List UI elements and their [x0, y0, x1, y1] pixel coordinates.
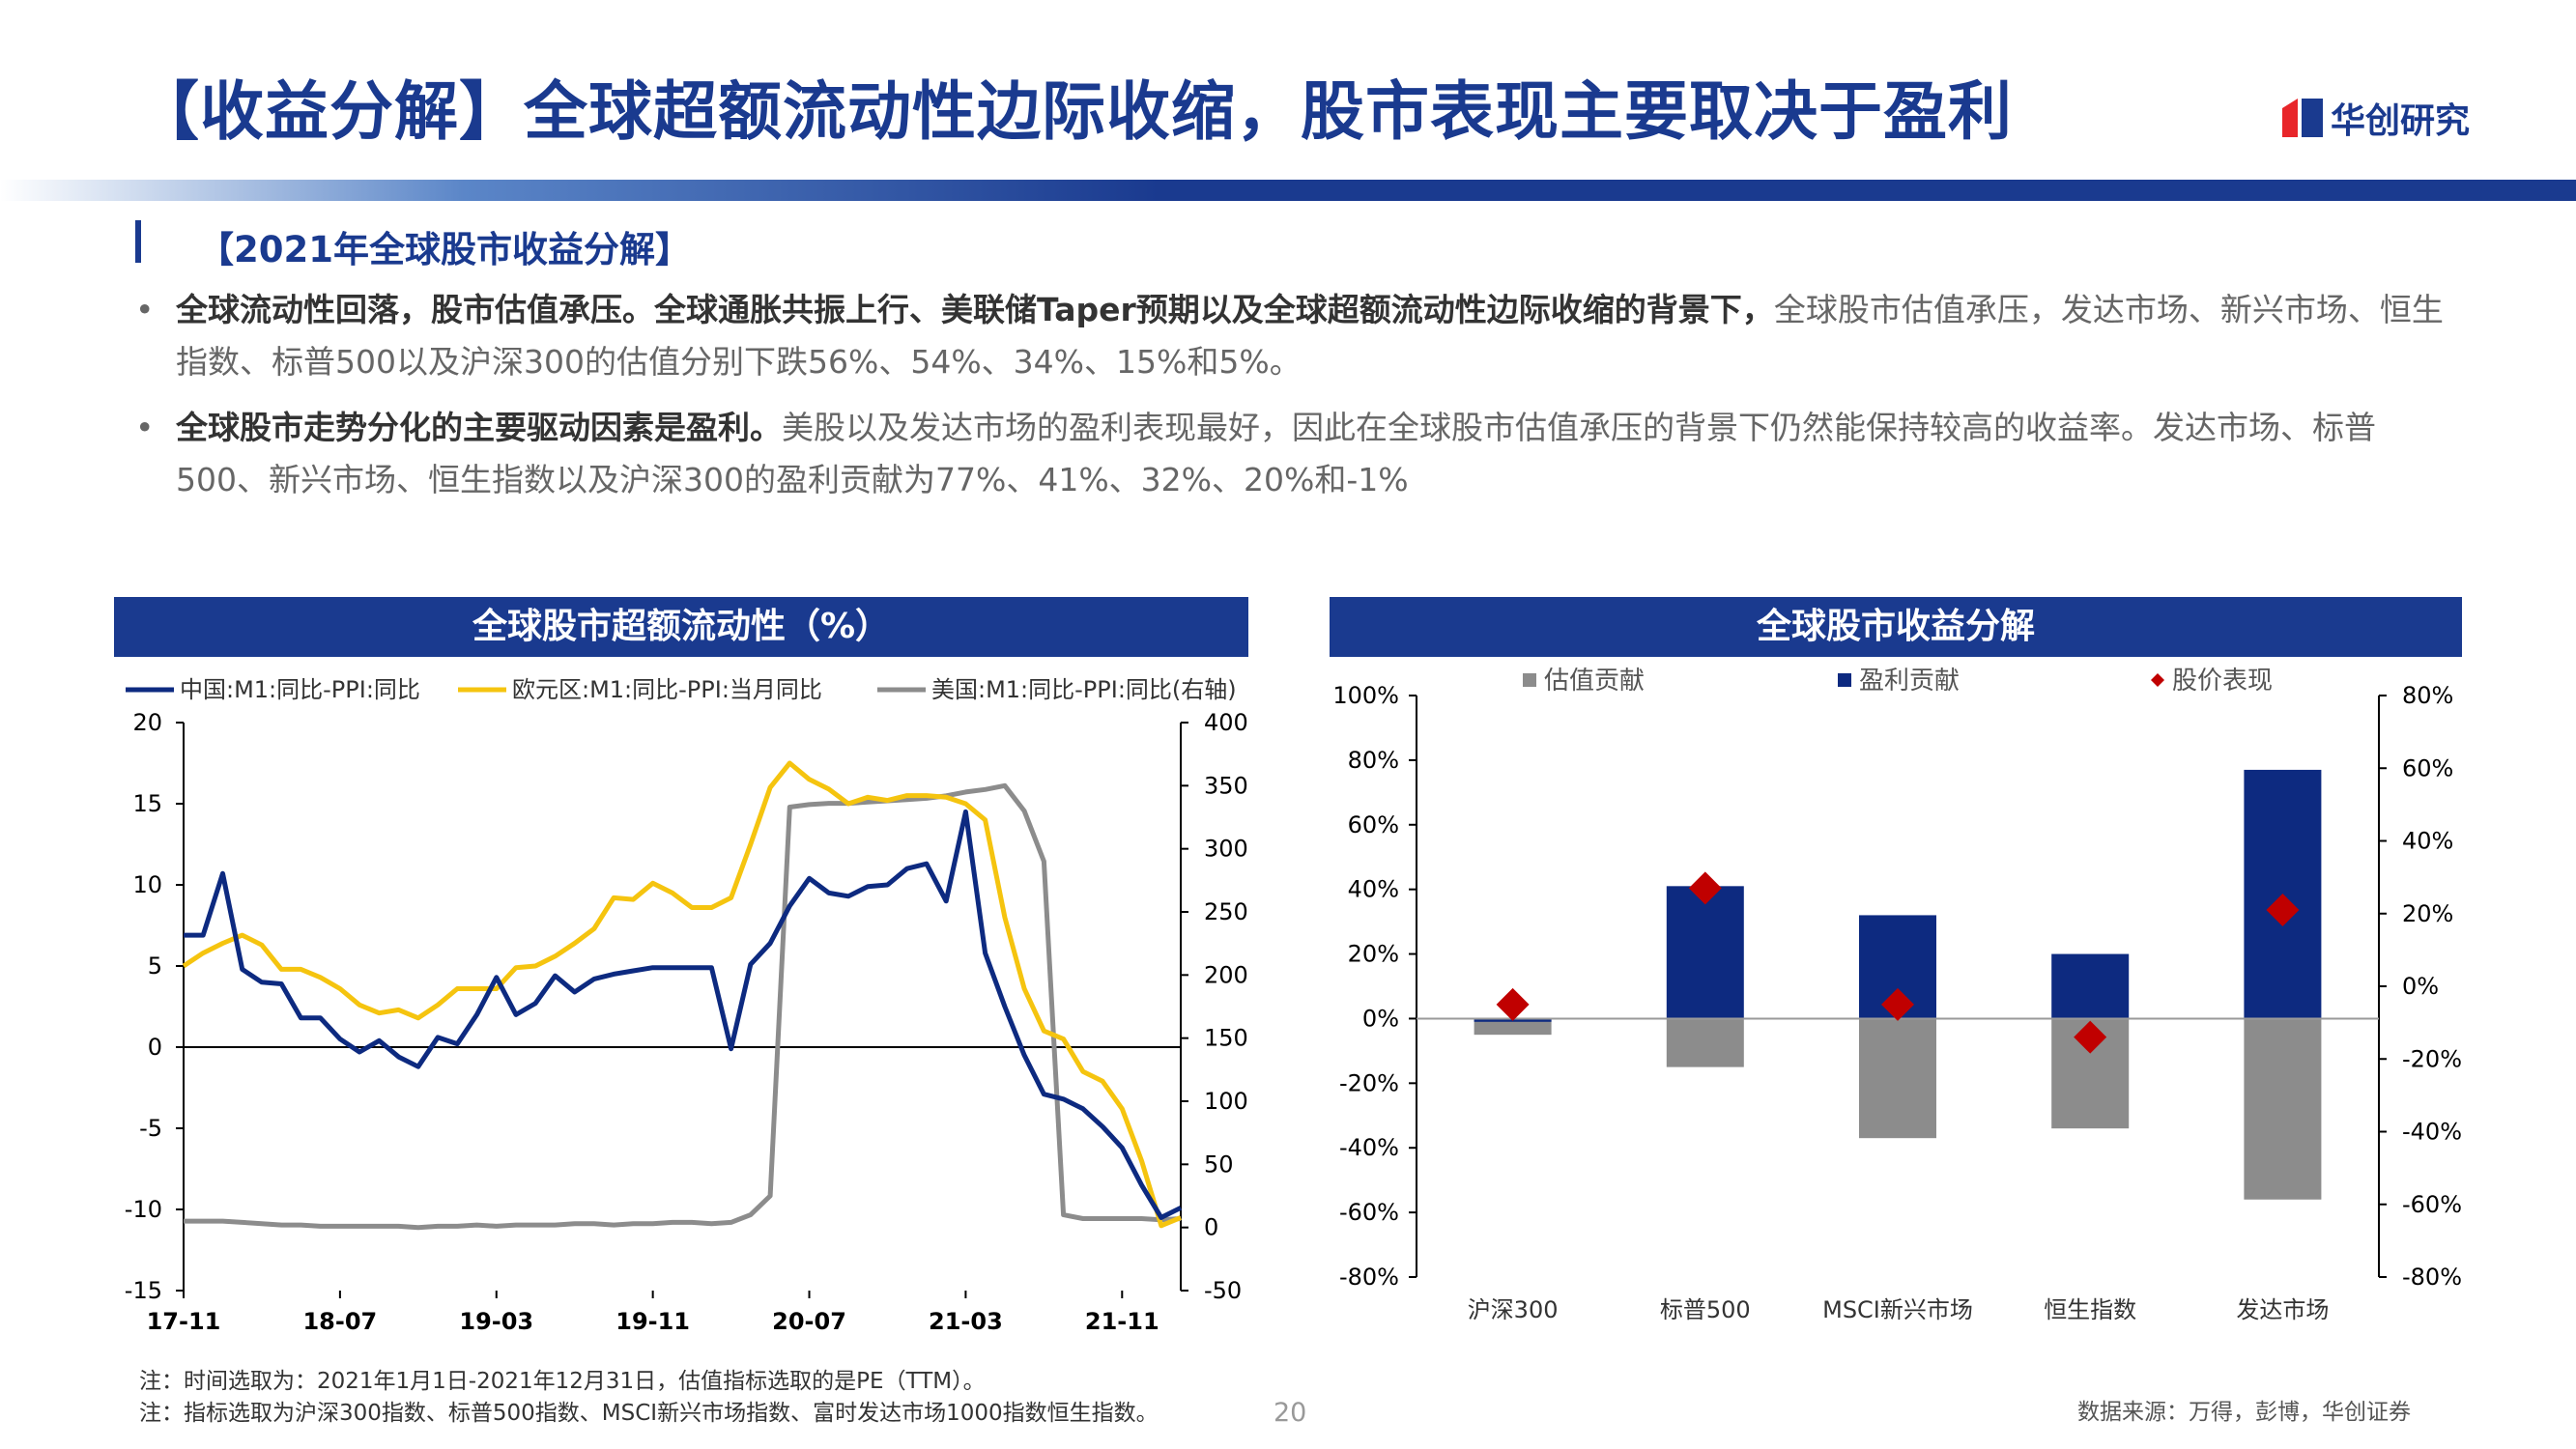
- price-marker: [2074, 1020, 2107, 1054]
- bullet-item: • 全球股市走势分化的主要驱动因素是盈利。美股以及发达市场的盈利表现最好，因此在…: [135, 402, 2454, 506]
- bullet-dot-icon: •: [135, 291, 155, 328]
- x-tick-label: 21-03: [929, 1308, 1003, 1335]
- series-line: [182, 760, 1182, 1229]
- footnote: 注：指标选取为沪深300指数、标普500指数、MSCI新兴市场指数、富时发达市场…: [139, 1401, 1159, 1426]
- data-source: 数据来源：万得，彭博，华创证券: [2077, 1400, 2411, 1425]
- bar-1: [2051, 953, 2130, 1019]
- y-tick-label-right: -50: [1204, 1277, 1242, 1304]
- x-tick-label: 21-11: [1085, 1308, 1159, 1335]
- y-tick-label: -40%: [1339, 1134, 1399, 1161]
- y-tick-label-right: 350: [1204, 772, 1248, 799]
- y-tick-label-right: 300: [1204, 836, 1248, 863]
- bar-0: [1666, 1018, 1744, 1067]
- price-marker: [1688, 871, 1722, 905]
- y-tick-label-right: 20%: [2402, 900, 2453, 927]
- y-tick-label-right: 100: [1204, 1088, 1248, 1115]
- legend-label: 股价表现: [2172, 667, 2273, 696]
- series-line: [184, 809, 1183, 1220]
- y-tick-label: 60%: [1348, 811, 1399, 838]
- y-tick-label: -15: [125, 1277, 162, 1304]
- bullet-text: 全球股市估值承压，发达市场、新兴市场、恒生指数、标普500以及沪深300的估值分…: [176, 291, 2444, 381]
- y-tick-label-right: 40%: [2402, 828, 2453, 855]
- header-divider-bar: [0, 180, 2576, 201]
- y-tick-label: 100%: [1332, 682, 1399, 709]
- price-marker: [1496, 987, 1530, 1021]
- y-tick-label-right: -40%: [2402, 1119, 2462, 1146]
- bullet-text: 美股以及发达市场的盈利表现最好，因此在全球股市估值承压的背景下仍然能保持较高的收…: [176, 409, 2376, 498]
- legend-label: 盈利贡献: [1859, 667, 1960, 696]
- bullet-bold-text: 全球流动性回落，股市估值承压。全球通胀共振上行、美联储Taper预期以及全球超额…: [176, 291, 1774, 328]
- y-tick-label: -20%: [1339, 1069, 1399, 1096]
- bullet-dot-icon: •: [135, 409, 155, 446]
- y-tick-label: 15: [132, 790, 162, 817]
- x-tick-label: 20-07: [772, 1308, 846, 1335]
- bar-0: [1474, 1018, 1552, 1036]
- x-tick-label: 19-11: [615, 1308, 690, 1335]
- y-tick-label: 0%: [1362, 1005, 1399, 1032]
- y-tick-label: -60%: [1339, 1199, 1399, 1226]
- y-tick-label-right: 80%: [2402, 682, 2453, 709]
- y-tick-label: -10: [125, 1196, 162, 1223]
- y-tick-label-right: 200: [1204, 961, 1248, 988]
- y-tick-label-right: 250: [1204, 898, 1248, 925]
- return-decomposition-chart: 估值贡献 盈利贡献 股价表现 100% 80% 60% 40% 20% 0% -20% -40% -…: [1332, 667, 2462, 1323]
- y-tick-label-right: 0%: [2402, 973, 2439, 1000]
- y-tick-label-right: 400: [1204, 709, 1248, 736]
- y-tick-label: 20%: [1348, 941, 1399, 968]
- legend-label: 中国:M1:同比-PPI:同比: [180, 676, 420, 703]
- x-tick-label: 17-11: [147, 1308, 221, 1335]
- y-tick-label: 80%: [1348, 747, 1399, 774]
- right-chart-title: 全球股市收益分解: [1330, 597, 2462, 657]
- category-label: 发达市场: [2236, 1296, 2329, 1323]
- price-marker: [1881, 987, 1914, 1021]
- y-tick-label: 40%: [1348, 876, 1399, 903]
- y-tick-label-right: 0: [1204, 1214, 1218, 1241]
- legend-label: 美国:M1:同比-PPI:同比(右轴): [931, 676, 1237, 703]
- y-tick-label-right: -80%: [2402, 1264, 2462, 1291]
- price-marker: [2266, 893, 2300, 926]
- legend-label: 欧元区:M1:同比-PPI:当月同比: [512, 676, 822, 703]
- footnote: 注：时间选取为：2021年1月1日-2021年12月31日，估值指标选取的是PE…: [139, 1369, 986, 1394]
- brand-logo: 华创研究: [2282, 93, 2470, 143]
- bullet-bold-text: 全球股市走势分化的主要驱动因素是盈利。: [176, 409, 782, 446]
- y-tick-label-right: 150: [1204, 1025, 1248, 1052]
- page-number: 20: [1274, 1398, 1307, 1428]
- section-marker: [135, 220, 141, 263]
- liquidity-line-chart: 20151050-5-10-15400350300250200150100500…: [125, 676, 1248, 1335]
- y-tick-label: 0: [148, 1034, 162, 1061]
- y-tick-label: 5: [148, 952, 162, 980]
- y-tick-label-right: 60%: [2402, 754, 2453, 781]
- y-tick-label: 20: [132, 709, 162, 736]
- y-tick-label-right: -60%: [2402, 1191, 2462, 1218]
- left-chart-title: 全球股市超额流动性（%）: [114, 597, 1248, 657]
- y-tick-label-right: -20%: [2402, 1045, 2462, 1072]
- page-title: 【收益分解】全球超额流动性边际收缩，股市表现主要取决于盈利: [135, 74, 2013, 149]
- y-tick-label: -80%: [1339, 1264, 1399, 1291]
- x-tick-label: 19-03: [459, 1308, 533, 1335]
- y-tick-label: 10: [132, 871, 162, 898]
- legend-label: 估值贡献: [1544, 667, 1645, 696]
- section-title: 【2021年全球股市收益分解】: [198, 229, 691, 270]
- category-label: 标普500: [1660, 1296, 1751, 1323]
- bullet-item: • 全球流动性回落，股市估值承压。全球通胀共振上行、美联储Taper预期以及全球…: [135, 284, 2454, 388]
- category-label: 沪深300: [1468, 1296, 1559, 1323]
- logo-text: 华创研究: [2331, 101, 2471, 141]
- bar-0: [1859, 1018, 1936, 1139]
- logo-mark-icon: [2282, 99, 2323, 137]
- y-tick-label-right: 50: [1204, 1151, 1234, 1178]
- y-tick-label: -5: [139, 1115, 162, 1142]
- category-label: 恒生指数: [2044, 1296, 2136, 1323]
- bar-0: [2244, 1018, 2322, 1200]
- series-line: [184, 782, 1182, 1231]
- bar-1: [1666, 886, 1744, 1019]
- legend-swatch: [1523, 673, 1536, 687]
- category-label: MSCI新兴市场: [1822, 1296, 1973, 1323]
- legend-swatch: [1838, 673, 1851, 687]
- legend-swatch: [2151, 673, 2164, 687]
- x-tick-label: 18-07: [302, 1308, 377, 1335]
